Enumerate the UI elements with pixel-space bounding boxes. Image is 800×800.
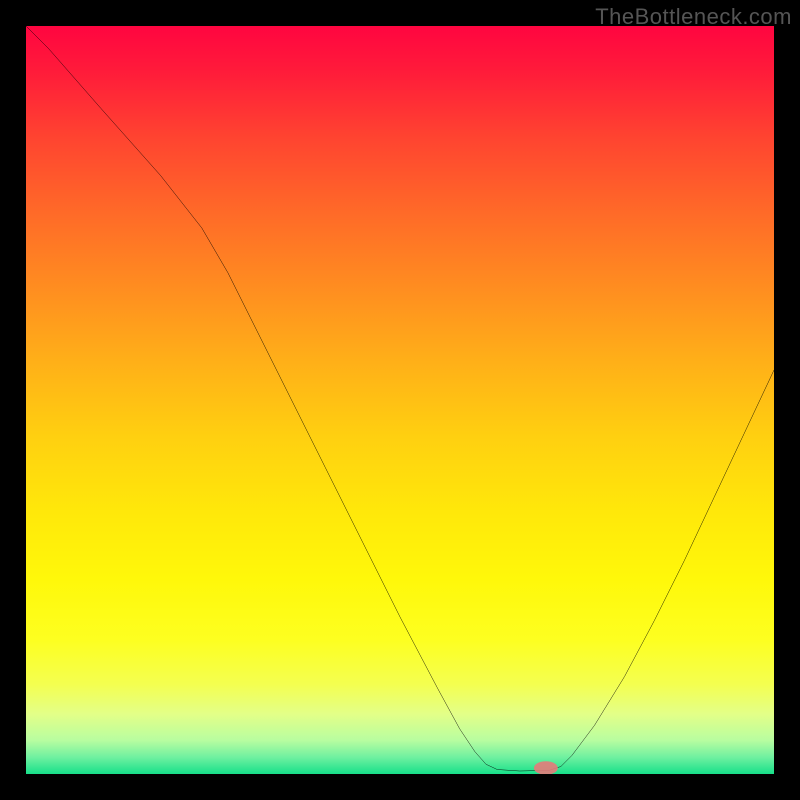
bottleneck-curve xyxy=(26,26,774,774)
plot-area xyxy=(26,26,774,774)
chart-frame: TheBottleneck.com xyxy=(0,0,800,800)
watermark-text: TheBottleneck.com xyxy=(595,4,792,30)
minimum-marker xyxy=(534,761,558,774)
